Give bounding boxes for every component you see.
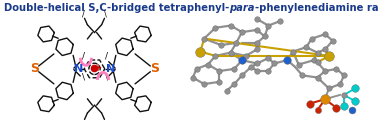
Text: S: S — [150, 62, 159, 75]
Text: N: N — [106, 64, 115, 74]
Text: +: + — [94, 63, 102, 73]
Text: N: N — [74, 64, 83, 74]
Text: para: para — [229, 3, 254, 13]
Text: /: / — [82, 52, 85, 61]
Text: S: S — [30, 62, 39, 75]
Text: /: / — [82, 10, 85, 19]
Text: Double-helical S,C-bridged tetraphenyl-: Double-helical S,C-bridged tetraphenyl- — [4, 3, 229, 13]
Text: /: / — [105, 52, 108, 61]
Text: \: \ — [105, 72, 108, 81]
Text: \: \ — [104, 10, 107, 19]
Text: \: \ — [82, 72, 85, 81]
Text: -phenylenediamine radical cation: -phenylenediamine radical cation — [254, 3, 378, 13]
